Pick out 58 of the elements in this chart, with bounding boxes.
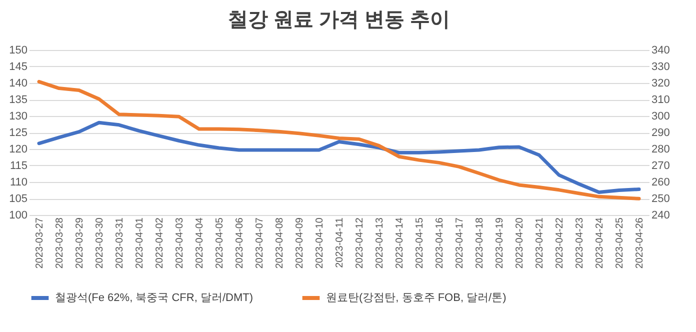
y-tick-label: 105: [9, 193, 28, 205]
x-tick-label: 2023-04-26: [634, 217, 646, 269]
x-tick-label: 2023-04-05: [214, 217, 226, 269]
x-tick-label: 2023-04-13: [374, 217, 386, 269]
x-tick-label: 2023-04-24: [594, 217, 606, 269]
x-tick-label: 2023-04-01: [134, 217, 146, 269]
y-tick-label: 115: [10, 160, 28, 172]
x-tick-label: 2023-04-18: [474, 217, 486, 269]
y2-tick-label: 240: [652, 210, 670, 222]
x-tick-label: 2023-03-31: [114, 217, 126, 269]
x-tick-label: 2023-04-14: [394, 217, 406, 269]
x-tick-label: 2023-04-10: [314, 217, 326, 269]
line-series: [37, 120, 641, 194]
x-tick-label: 2023-04-19: [494, 217, 506, 269]
y-tick-label: 140: [9, 78, 28, 90]
y-tick-label: 145: [9, 61, 28, 73]
x-tick-label: 2023-03-27: [34, 217, 46, 269]
x-tick-label: 2023-04-09: [294, 217, 306, 269]
x-tick-label: 2023-04-11: [334, 217, 346, 268]
y2-tick-label: 270: [652, 160, 670, 172]
x-tick-label: 2023-04-16: [434, 217, 446, 269]
x-tick-label: 2023-04-17: [454, 217, 466, 269]
x-tick-label: 2023-04-06: [234, 217, 246, 269]
x-tick-label: 2023-04-23: [574, 217, 586, 269]
x-tick-label: 2023-04-08: [274, 217, 286, 269]
y2-tick-label: 330: [652, 61, 670, 73]
legend-label: 원료탄(강점탄, 동호주 FOB, 달러/톤): [326, 292, 506, 304]
y-tick-label: 120: [9, 144, 28, 156]
y2-tick-label: 340: [652, 44, 670, 56]
x-tick-label: 2023-04-02: [154, 217, 166, 269]
x-tick-label: 2023-04-22: [554, 217, 566, 269]
y2-tick-label: 320: [652, 78, 670, 90]
x-tick-label: 2023-04-03: [174, 217, 186, 269]
x-tick-label: 2023-04-21: [534, 217, 546, 269]
x-tick-label: 2023-03-29: [74, 217, 86, 269]
y2-tick-label: 280: [652, 144, 670, 156]
line-series: [37, 80, 641, 200]
x-tick-label: 2023-04-15: [414, 217, 426, 269]
x-tick-label: 2023-03-30: [94, 217, 106, 269]
y-tick-label: 150: [9, 44, 28, 56]
y-tick-label: 100: [9, 210, 28, 222]
y-tick-label: 130: [9, 110, 28, 122]
x-tick-label: 2023-04-25: [614, 217, 626, 269]
y2-tick-label: 290: [652, 127, 670, 139]
y2-tick-label: 310: [652, 94, 670, 106]
y-tick-label: 135: [9, 94, 28, 106]
x-tick-label: 2023-03-28: [54, 217, 66, 269]
x-tick-label: 2023-04-07: [254, 217, 266, 269]
x-tick-label: 2023-04-20: [514, 217, 526, 269]
y-tick-label: 110: [10, 176, 28, 188]
x-tick-label: 2023-04-04: [194, 217, 206, 269]
y2-tick-label: 300: [652, 110, 670, 122]
y2-tick-label: 260: [652, 176, 670, 188]
y2-tick-label: 250: [652, 193, 670, 205]
legend-label: 철광석(Fe 62%, 북중국 CFR, 달러/DMT): [55, 292, 254, 304]
x-tick-label: 2023-04-12: [354, 217, 366, 269]
y-tick-label: 125: [9, 127, 28, 139]
chart-title: 철강 원료 가격 변동 추이: [228, 9, 450, 31]
